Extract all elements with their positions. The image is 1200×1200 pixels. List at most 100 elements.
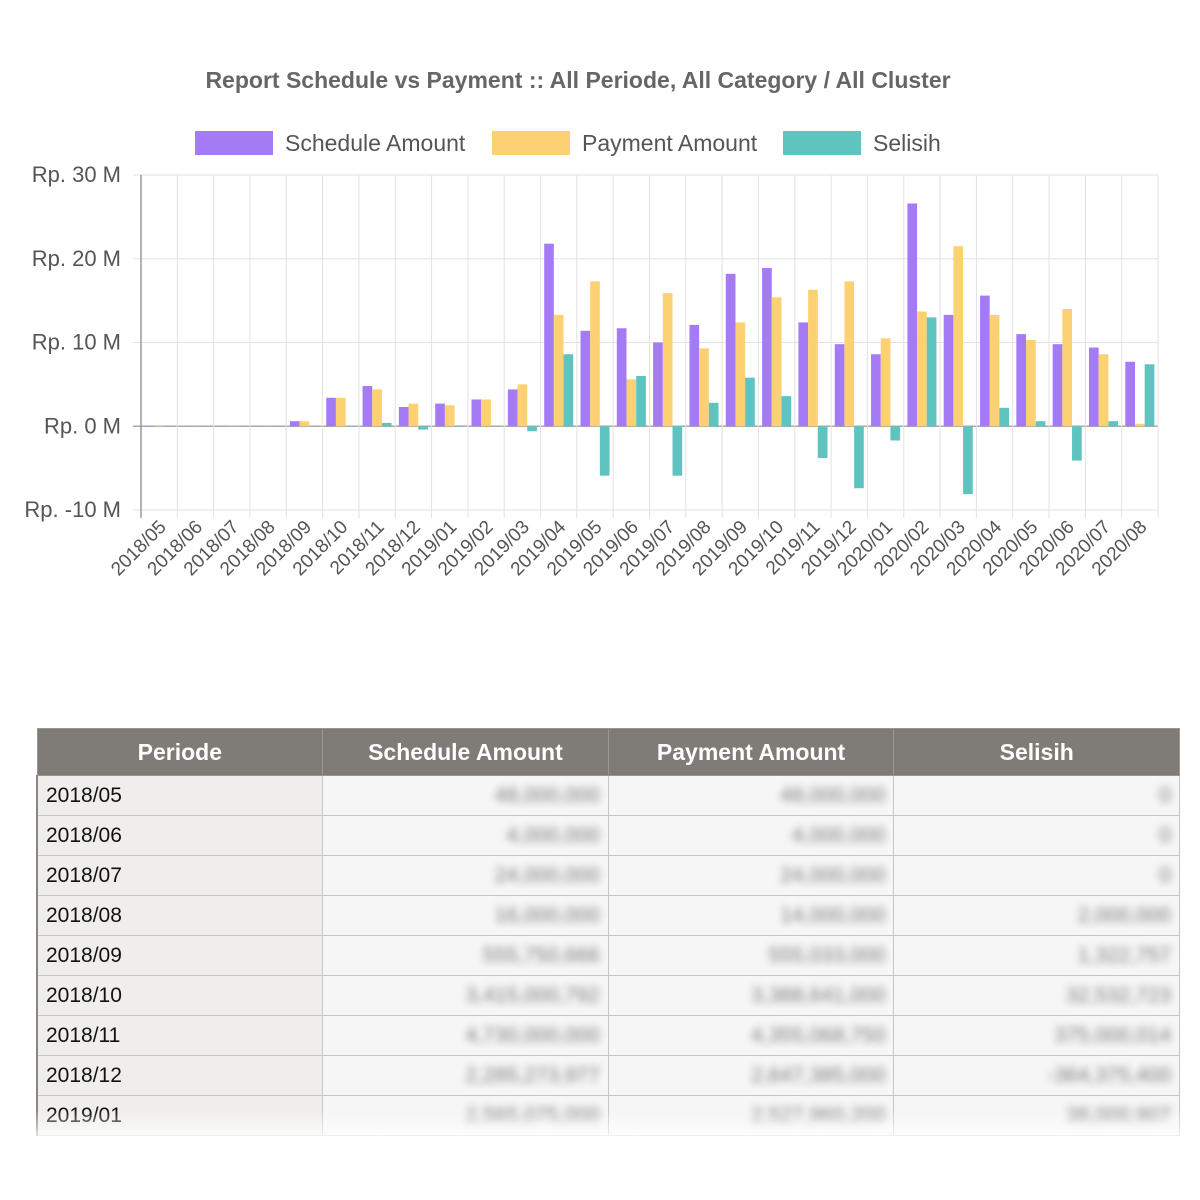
- bar[interactable]: [999, 407, 1010, 427]
- bar[interactable]: [980, 295, 990, 427]
- bar[interactable]: [527, 426, 537, 432]
- bar[interactable]: [553, 314, 564, 427]
- bar[interactable]: [626, 379, 637, 427]
- bar[interactable]: [517, 384, 528, 427]
- cell-payment-value: 4,000,000: [791, 823, 886, 847]
- bar[interactable]: [745, 377, 755, 427]
- bar[interactable]: [590, 281, 600, 427]
- bar[interactable]: [454, 425, 465, 427]
- bar[interactable]: [1125, 361, 1135, 427]
- bar[interactable]: [798, 322, 809, 427]
- bar[interactable]: [762, 267, 772, 427]
- bar[interactable]: [636, 376, 646, 427]
- legend-item-selisih[interactable]: Selisih: [783, 130, 941, 156]
- bar[interactable]: [335, 397, 346, 427]
- bar[interactable]: [1062, 309, 1073, 427]
- column-header-schedule-amount[interactable]: Schedule Amount: [322, 728, 609, 776]
- bar[interactable]: [1052, 344, 1063, 427]
- bar[interactable]: [834, 344, 845, 427]
- bar[interactable]: [871, 354, 881, 427]
- bar[interactable]: [326, 397, 336, 427]
- bar[interactable]: [1016, 334, 1027, 427]
- series-schedule-amount: [144, 203, 1135, 427]
- cell-selisih: 2,000,000: [893, 895, 1180, 936]
- bar[interactable]: [662, 293, 673, 427]
- bar[interactable]: [381, 422, 392, 427]
- bar[interactable]: [580, 330, 591, 427]
- bar[interactable]: [1134, 423, 1145, 427]
- bar[interactable]: [418, 426, 428, 430]
- bar[interactable]: [890, 426, 901, 441]
- legend-item-payment-amount[interactable]: Payment Amount: [492, 130, 758, 156]
- bar[interactable]: [699, 348, 709, 427]
- bar[interactable]: [1144, 364, 1155, 427]
- bar[interactable]: [408, 403, 419, 427]
- bar[interactable]: [917, 311, 927, 427]
- series-payment-amount: [154, 246, 1145, 427]
- bar[interactable]: [989, 314, 1000, 427]
- bar[interactable]: [444, 405, 455, 427]
- bar[interactable]: [471, 399, 482, 427]
- bar[interactable]: [808, 289, 818, 427]
- bar[interactable]: [544, 243, 554, 427]
- x-axis: 2018/052018/062018/072018/082018/092018/…: [107, 516, 1151, 580]
- bar[interactable]: [817, 426, 828, 459]
- bar[interactable]: [844, 281, 855, 427]
- table-row: 2018/12 2,285,273,977 2,647,385,000 -364…: [36, 1055, 1180, 1096]
- bar[interactable]: [1098, 354, 1109, 427]
- cell-periode: 2018/08: [36, 895, 324, 936]
- bar[interactable]: [771, 297, 782, 427]
- cell-periode: 2018/12: [36, 1055, 324, 1096]
- legend-item-schedule-amount[interactable]: Schedule Amount: [195, 130, 466, 156]
- cell-payment-amount: 24,000,000: [607, 855, 895, 896]
- bar[interactable]: [616, 328, 627, 427]
- bar[interactable]: [1108, 421, 1119, 427]
- cell-schedule-value: 16,000,000: [494, 903, 600, 927]
- bar[interactable]: [299, 421, 310, 427]
- bar[interactable]: [708, 402, 719, 427]
- bar[interactable]: [926, 317, 937, 427]
- cell-periode: 2018/10: [36, 975, 324, 1016]
- cell-schedule-value: 3,415,000,792: [465, 983, 600, 1007]
- bar[interactable]: [735, 322, 746, 427]
- bar[interactable]: [781, 396, 792, 427]
- series-selisih: [272, 317, 1155, 495]
- bar[interactable]: [907, 203, 918, 427]
- bar[interactable]: [880, 338, 891, 427]
- bar[interactable]: [289, 421, 300, 427]
- bar[interactable]: [1072, 426, 1082, 461]
- report-table: Periode Schedule Amount Payment Amount S…: [36, 728, 1180, 1136]
- column-header-payment-amount[interactable]: Payment Amount: [607, 728, 895, 776]
- bar[interactable]: [372, 389, 382, 427]
- bar[interactable]: [1026, 339, 1036, 427]
- cell-payment-amount: 4,000,000: [607, 815, 895, 856]
- table-header-row: Periode Schedule Amount Payment Amount S…: [36, 728, 1180, 776]
- bar[interactable]: [435, 403, 445, 427]
- bar[interactable]: [1088, 347, 1099, 427]
- cell-schedule-amount: 48,000,000: [322, 775, 609, 816]
- column-header-periode[interactable]: Periode: [36, 728, 324, 776]
- chart-grid: [133, 174, 1159, 518]
- bar[interactable]: [854, 426, 864, 489]
- bar[interactable]: [481, 399, 491, 427]
- bar[interactable]: [398, 406, 409, 427]
- bar[interactable]: [689, 324, 700, 427]
- legend-label-selisih: Selisih: [873, 130, 941, 156]
- bar[interactable]: [963, 426, 973, 495]
- bar[interactable]: [362, 386, 373, 427]
- cell-selisih-value: -364,375,400: [1047, 1063, 1171, 1087]
- bar[interactable]: [653, 342, 663, 427]
- table-row: 2018/11 4,730,000,000 4,355,068,750 375,…: [36, 1015, 1180, 1056]
- cell-selisih-value: 0: [1159, 783, 1171, 807]
- bar[interactable]: [672, 426, 683, 476]
- bar[interactable]: [953, 246, 964, 427]
- bar[interactable]: [1035, 421, 1046, 427]
- bar[interactable]: [725, 273, 736, 427]
- column-header-selisih[interactable]: Selisih: [893, 728, 1180, 776]
- bar[interactable]: [563, 354, 574, 427]
- cell-periode: 2018/07: [36, 855, 324, 896]
- y-tick-label: Rp. 10 M: [32, 330, 121, 355]
- bar[interactable]: [507, 389, 518, 427]
- bar[interactable]: [943, 314, 954, 427]
- bar[interactable]: [599, 426, 610, 476]
